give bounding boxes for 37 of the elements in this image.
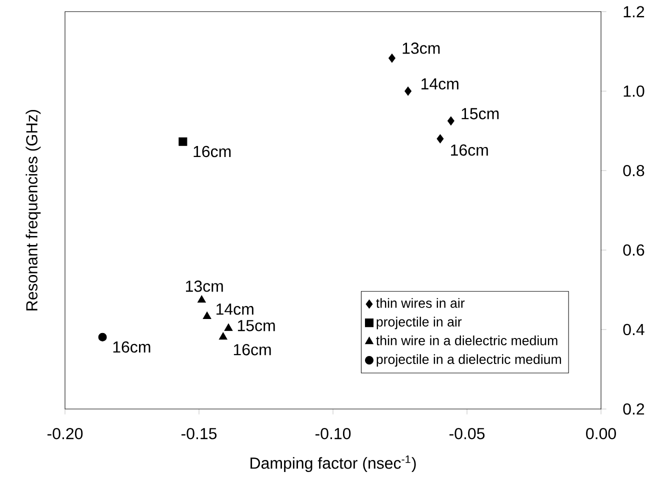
legend-label: projectile in a dielectric medium [376,354,561,367]
annotation: 14cm [422,78,458,90]
point [436,134,444,144]
y-tick-label: 0.2 [623,403,644,415]
annotation: 15cm [238,320,275,332]
y-tick-label: 0.8 [623,164,644,176]
annotation: 15cm [462,108,499,120]
point [202,312,212,319]
y-axis-title: Resonant frequencies (GHz) [26,110,41,310]
annotation: 16cm [234,344,271,356]
y-tick-label: 0.4 [623,324,644,336]
point [447,116,454,126]
point [388,54,396,63]
point [224,324,233,331]
annotation: 16cm [451,144,488,156]
x-tick-label: -0.10 [315,428,351,440]
annotation: 13cm [186,280,223,292]
legend-label: thin wire in a dielectric medium [376,336,558,346]
point [197,295,206,303]
x-tick-label: 0.00 [586,428,616,440]
x-tick-label: -0.05 [449,428,485,440]
y-tick-label: 1.0 [624,85,644,97]
point [218,332,228,340]
legend-label: thin wires in air [376,298,465,308]
x-tick-label: -0.15 [181,428,217,440]
annotation: 16cm [113,341,150,353]
annotation: 13cm [402,42,440,54]
legend-label: projectile in air [376,316,462,330]
point [404,86,412,96]
y-tick-label: 1.2 [624,6,644,18]
point [98,332,107,342]
annotation: 14cm [216,304,254,315]
x-tick-label: -0.20 [47,428,83,440]
y-tick-label: 0.6 [623,244,644,256]
point [178,137,188,146]
x-axis-title: Damping factor (nsec$^{-1}$) [250,456,416,472]
annotation: 16cm [194,146,231,158]
